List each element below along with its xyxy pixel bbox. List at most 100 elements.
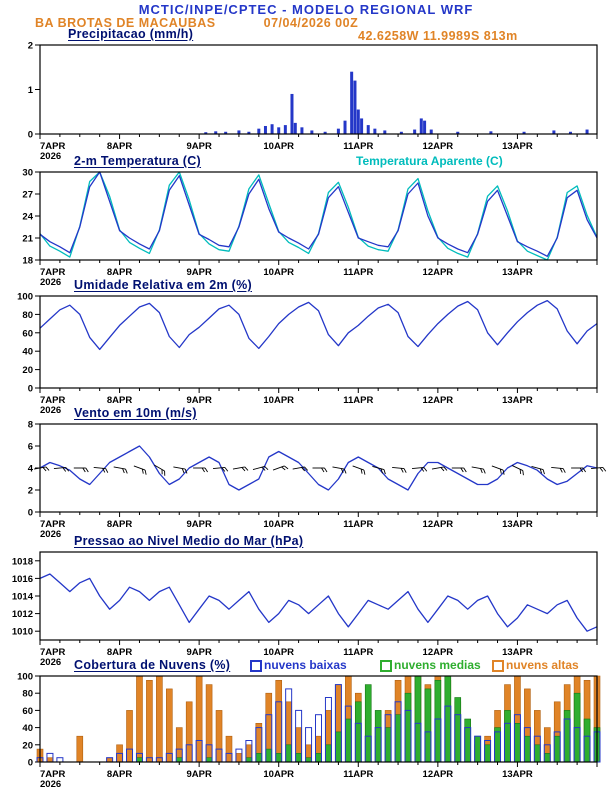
precip-bar (522, 131, 526, 134)
cloud-bar (583, 718, 591, 763)
y-tick-label: 2 (28, 486, 33, 497)
precip-bar (429, 129, 433, 134)
wind-barb (372, 466, 386, 475)
cloud-bar (126, 710, 133, 763)
x-tick-label: 13APR (502, 267, 533, 278)
y-tick-label: 8 (28, 420, 33, 431)
station-line: BA BROTAS DE MACAUBAS 07/04/2026 00Z (35, 16, 358, 30)
panel-title-precipitation: Precipitacao (mm/h) (68, 27, 194, 41)
y-tick-label: 20 (22, 740, 33, 751)
y-tick-label: 24 (22, 212, 33, 223)
x-tick-label: 7APR (40, 647, 65, 658)
precip-bar (343, 120, 347, 134)
wind-barb (392, 467, 407, 473)
precip-bar (257, 128, 261, 134)
cloud-bar (285, 744, 292, 763)
wind-barb (153, 464, 166, 476)
cloud-bar (494, 727, 501, 763)
x-axis-year-label: 2026 (40, 657, 61, 668)
y-tick-label: 100 (17, 292, 33, 303)
cloud-bar (543, 753, 551, 763)
plot-frame (39, 171, 598, 261)
y-tick-label: 1014 (12, 592, 34, 603)
wind-barb (73, 467, 89, 473)
x-axis-year-label: 2026 (40, 151, 61, 162)
cloud-bar (504, 710, 511, 763)
y-tick-label: 60 (22, 328, 33, 339)
precip-bar (552, 130, 556, 134)
x-tick-label: 12APR (423, 141, 454, 152)
x-tick-label: 7APR (40, 395, 65, 406)
precip-bar (383, 130, 387, 134)
wind-barb (173, 466, 188, 474)
precip-bar (373, 128, 377, 134)
wind-barb (571, 467, 586, 473)
cloud-bar (255, 753, 263, 763)
cloud-bar (205, 684, 213, 763)
cloud-bar (364, 684, 372, 763)
x-tick-label: 12APR (423, 647, 454, 658)
cloud-bar (534, 744, 541, 763)
wind-barb (531, 466, 545, 475)
cloud-bar (106, 757, 113, 763)
cloud-bar (56, 757, 64, 763)
cloud-bar (514, 722, 521, 763)
legend-high-clouds: nuvens altas (506, 658, 579, 672)
precip-bar (224, 131, 228, 134)
x-tick-label: 7APR (40, 141, 65, 152)
x-tick-label: 9APR (186, 769, 211, 780)
y-tick-label: 27 (22, 190, 33, 201)
cloud-bar (205, 757, 213, 763)
x-tick-label: 12APR (423, 395, 454, 406)
y-tick-label: 20 (22, 365, 33, 376)
x-tick-label: 12APR (423, 769, 454, 780)
wind-barb (292, 466, 308, 472)
y-tick-label: 1012 (12, 609, 33, 620)
cloud-bar (384, 727, 392, 763)
wind-barb (352, 465, 366, 475)
precip-bar (263, 125, 267, 134)
y-tick-label: 0 (28, 130, 33, 141)
cloud-bar (524, 735, 531, 763)
y-tick-label: 1016 (12, 574, 33, 585)
y-tick-label: 21 (22, 234, 33, 245)
cloud-bar (46, 757, 54, 763)
pressure-line (39, 573, 598, 632)
cloud-bar (275, 753, 283, 763)
precip-bar (323, 131, 327, 134)
x-tick-label: 10APR (263, 141, 294, 152)
x-tick-label: 7APR (40, 769, 65, 780)
y-tick-label: 40 (22, 347, 33, 358)
cloud-bar (76, 735, 84, 763)
x-tick-label: 9APR (186, 395, 211, 406)
wind-barb (34, 466, 50, 472)
precip-bar (270, 124, 274, 134)
wind-line (39, 445, 598, 491)
y-tick-label: 18 (22, 256, 33, 267)
cloud-bar (265, 748, 273, 763)
cloud-bar (394, 714, 402, 763)
x-axis-year-label: 2026 (40, 779, 61, 790)
wind-barb (491, 465, 505, 475)
plot-frame (39, 44, 598, 135)
x-tick-label: 13APR (502, 647, 533, 658)
precip-bar (366, 125, 370, 134)
x-tick-label: 10APR (263, 519, 294, 530)
y-tick-label: 40 (22, 723, 33, 734)
x-tick-label: 9APR (186, 647, 211, 658)
run-datetime: 07/04/2026 00Z (263, 16, 359, 30)
x-tick-label: 11APR (343, 267, 373, 278)
cloud-bar (235, 753, 243, 763)
wind-barb (232, 466, 249, 472)
wind-barb (53, 467, 70, 472)
cloud-bar (434, 679, 442, 763)
temperature-line (39, 171, 598, 261)
panel-title-humidity: Umidade Relativa em 2m (%) (74, 278, 252, 292)
cloud-bar (175, 757, 183, 763)
y-tick-label: 6 (28, 442, 33, 453)
x-tick-label: 10APR (263, 395, 294, 406)
x-axis-year-label: 2026 (40, 405, 61, 416)
